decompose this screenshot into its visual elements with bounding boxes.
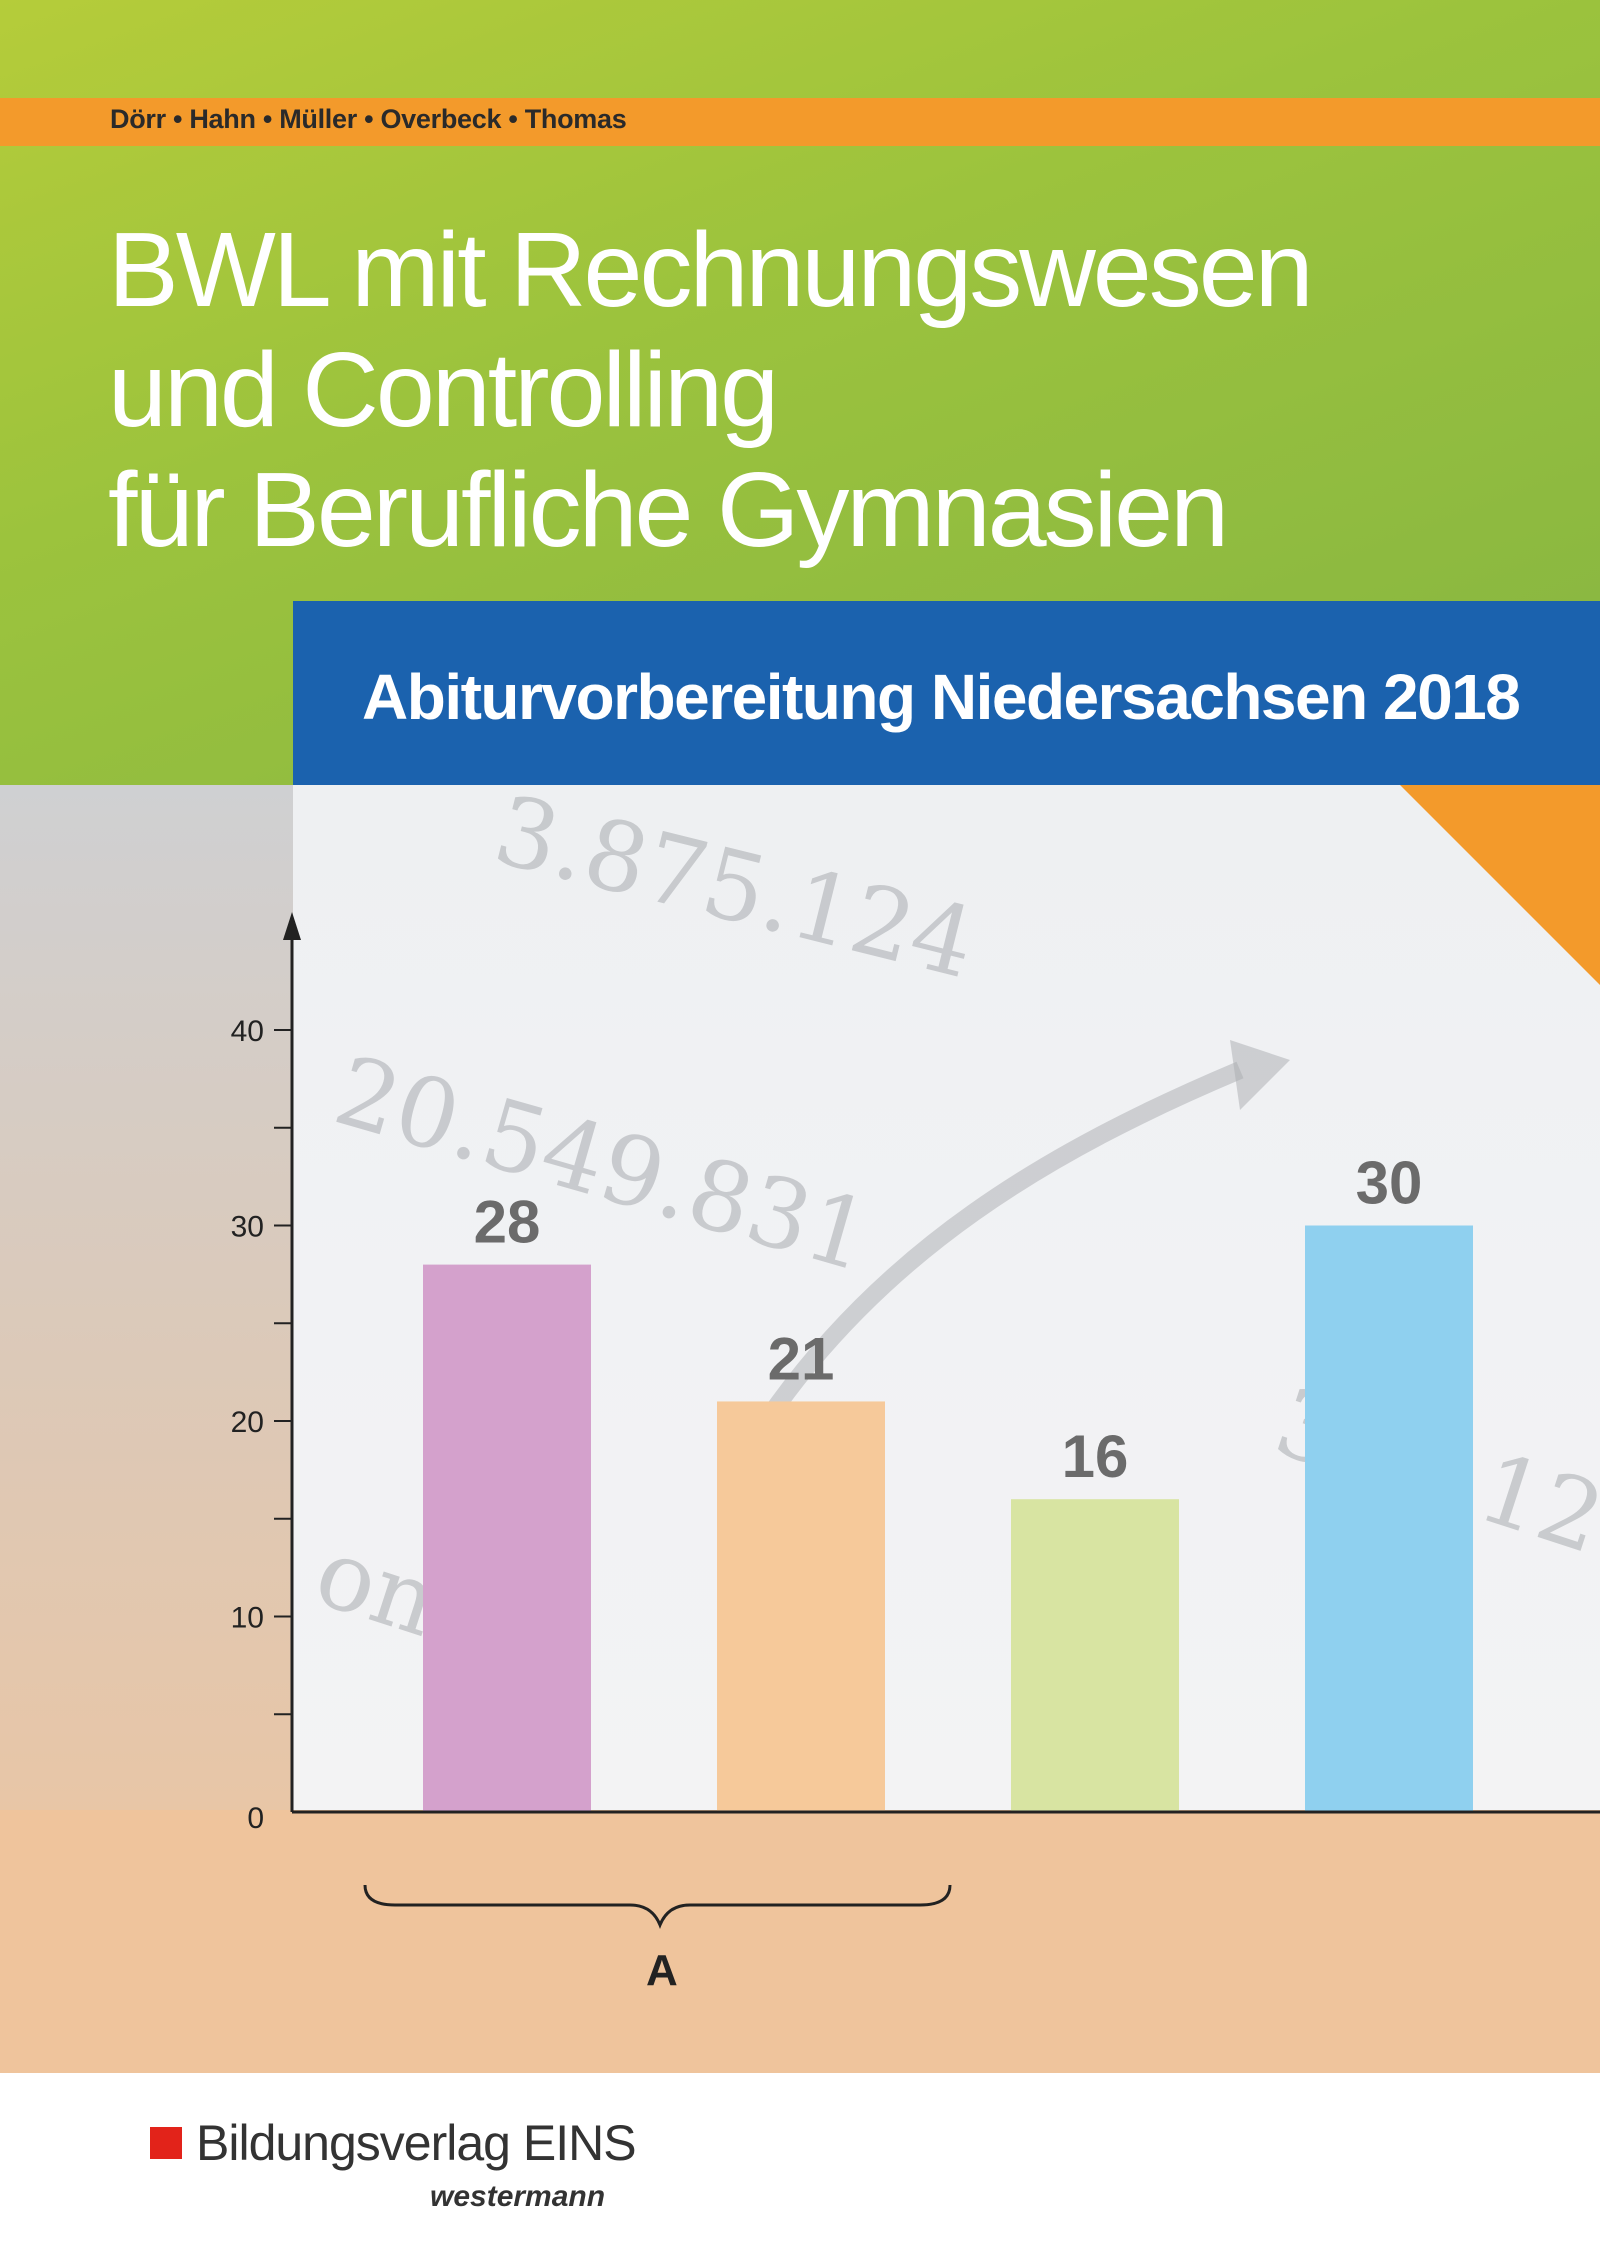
axis-layer: 0 10 20 30 40: [231, 912, 1600, 1835]
title-line-3: für Berufliche Gymnasien: [108, 451, 1229, 569]
y-tick-label: 40: [231, 1015, 264, 1048]
subtitle-bar: [293, 601, 1600, 785]
bar-2: [717, 1401, 885, 1812]
title-line-1: BWL mit Rechnungswesen: [108, 211, 1314, 329]
bar-4: [1305, 1225, 1473, 1812]
y-tick-label: 30: [231, 1211, 264, 1244]
background-arrow-head: [1230, 1040, 1290, 1110]
bar-value-label-1: 28: [474, 1189, 541, 1256]
publisher-area: [0, 2073, 1600, 2263]
group-brace: [363, 1884, 952, 1930]
lower-peach-panel: [0, 1810, 1600, 2073]
publisher-logo-icon: [150, 2127, 182, 2159]
y-tick-label: 0: [247, 1802, 264, 1835]
bar-3: [1011, 1499, 1179, 1812]
book-subtitle: Abiturvorbereitung Niedersachsen 2018: [362, 661, 1521, 733]
publisher-name: Bildungsverlag EINS: [196, 2115, 637, 2171]
bar-value-label-4: 30: [1356, 1150, 1423, 1217]
orange-corner-triangle: [1400, 785, 1600, 985]
bar-value-label-3: 16: [1062, 1423, 1129, 1490]
book-title: BWL mit Rechnungswesen und Controlling f…: [108, 210, 1458, 570]
background-number-2: 20.549.831: [324, 1034, 883, 1293]
bars-layer: 28 21 16 30: [423, 1150, 1473, 1812]
background-number-1: 3.875.124: [484, 774, 985, 1001]
y-axis-arrow-icon: [283, 912, 301, 940]
bar-value-label-2: 21: [768, 1325, 835, 1392]
author-bar: [0, 98, 1600, 146]
title-line-2: und Controlling: [108, 331, 779, 449]
y-tick-label: 20: [231, 1406, 264, 1439]
background-trend-arrow: [752, 1061, 1244, 1435]
group-label: A: [646, 1946, 678, 1995]
y-tick-label: 10: [231, 1602, 264, 1635]
publisher-sub: westermann: [430, 2180, 606, 2213]
bar-1: [423, 1264, 591, 1812]
authors: Dörr • Hahn • Müller • Overbeck • Thomas: [110, 104, 627, 134]
